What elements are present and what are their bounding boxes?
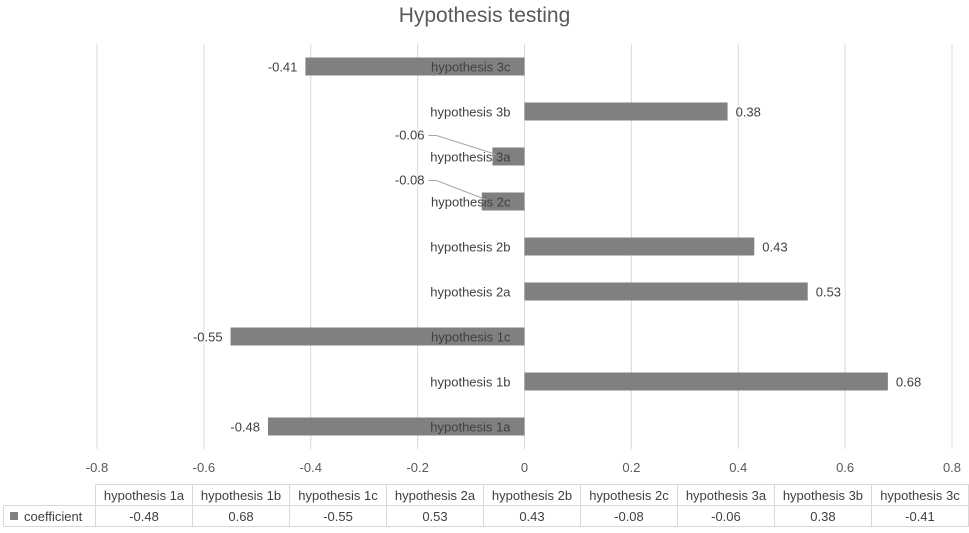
data-table-category-cell: hypothesis 3c <box>870 484 969 506</box>
data-table-value-cell: -0.48 <box>95 505 194 527</box>
x-tick-label: 0 <box>521 460 528 475</box>
x-axis-ticks: -0.8 -0.6 -0.4 -0.2 0 0.2 0.4 0.6 0.8 <box>86 460 961 475</box>
data-table-value-cell: 0.68 <box>192 505 291 527</box>
data-table-series-cell: coefficient <box>2 505 97 527</box>
data-table-value-cell: 0.53 <box>386 505 484 527</box>
data-label-leader-line <box>428 180 486 200</box>
data-table-category-cell: hypothesis 1a <box>95 484 194 506</box>
series-name-coefficient: coefficient <box>24 508 83 524</box>
data-table-value-cell: -0.08 <box>579 505 678 527</box>
data-table-category-cell: hypothesis 1c <box>289 484 387 506</box>
bar <box>268 417 525 436</box>
x-tick-label: 0.2 <box>622 460 640 475</box>
data-table-category-cell: hypothesis 2c <box>579 484 678 506</box>
data-table-value-cell: 0.38 <box>773 505 872 527</box>
data-table-category-cell: hypothesis 2b <box>482 484 581 506</box>
data-table: hypothesis 1a hypothesis 1b hypothesis 1c h… <box>2 484 969 527</box>
category-label: hypothesis 1c <box>431 330 511 345</box>
category-label: hypothesis 3a <box>430 150 511 165</box>
bar <box>492 147 525 166</box>
data-table-value-cell: 0.43 <box>482 505 581 527</box>
legend-key-coefficient <box>10 512 18 521</box>
x-tick-label: -0.8 <box>86 460 108 475</box>
bar <box>524 237 755 256</box>
category-label: hypothesis 2c <box>431 195 511 210</box>
data-label: 0.53 <box>816 285 841 300</box>
category-label: hypothesis 3b <box>430 105 510 120</box>
bar <box>524 282 808 301</box>
x-tick-label: 0.8 <box>943 460 961 475</box>
x-tick-label: 0.6 <box>836 460 854 475</box>
data-table-header-row: hypothesis 1a hypothesis 1b hypothesis 1c h… <box>3 484 969 506</box>
bar <box>524 102 728 121</box>
data-table-category-cell: hypothesis 3a <box>676 484 775 506</box>
x-tick-label: -0.4 <box>300 460 322 475</box>
data-label: 0.38 <box>736 105 761 120</box>
data-label: -0.06 <box>395 128 425 143</box>
data-table-value-cell: -0.06 <box>676 505 775 527</box>
data-label-leader-line <box>428 135 497 155</box>
x-tick-label: -0.2 <box>406 460 428 475</box>
data-label: -0.48 <box>230 420 260 435</box>
data-table-value-cell: -0.55 <box>289 505 387 527</box>
category-label: hypothesis 3c <box>431 60 511 75</box>
category-label: hypothesis 2a <box>430 285 511 300</box>
chart-plot-area: hypothesis 1a -0.48 hypothesis 1b 0.68 hypot… <box>86 44 961 475</box>
data-table-category-cell: hypothesis 1b <box>192 484 291 506</box>
category-label: hypothesis 1a <box>430 420 511 435</box>
data-label: -0.08 <box>395 173 425 188</box>
bar-series: hypothesis 1a -0.48 hypothesis 1b 0.68 hypot… <box>193 57 921 436</box>
category-label: hypothesis 2b <box>430 240 510 255</box>
data-label: -0.55 <box>193 330 223 345</box>
bar <box>305 57 525 76</box>
data-label: 0.68 <box>896 375 921 390</box>
category-label: hypothesis 1b <box>430 375 510 390</box>
data-label: 0.43 <box>762 240 787 255</box>
data-table-series-row: coefficient -0.48 0.68 -0.55 0.53 0.43 -0.08-… <box>2 505 969 527</box>
data-table-value-cell: -0.41 <box>870 505 969 527</box>
data-table-category-cell: hypothesis 2a <box>386 484 484 506</box>
data-table-corner <box>3 484 97 506</box>
data-label: -0.41 <box>268 60 298 75</box>
chart-title: Hypothesis testing <box>398 4 571 27</box>
data-table-category-cell: hypothesis 3b <box>773 484 872 506</box>
bar <box>230 327 525 346</box>
bar <box>481 192 525 211</box>
x-tick-label: 0.4 <box>729 460 747 475</box>
bar <box>524 372 888 391</box>
x-tick-label: -0.6 <box>193 460 215 475</box>
